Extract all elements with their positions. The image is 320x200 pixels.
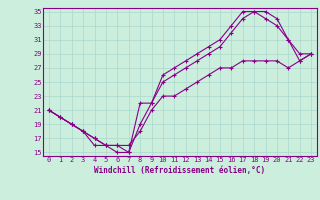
X-axis label: Windchill (Refroidissement éolien,°C): Windchill (Refroidissement éolien,°C)	[94, 166, 266, 175]
